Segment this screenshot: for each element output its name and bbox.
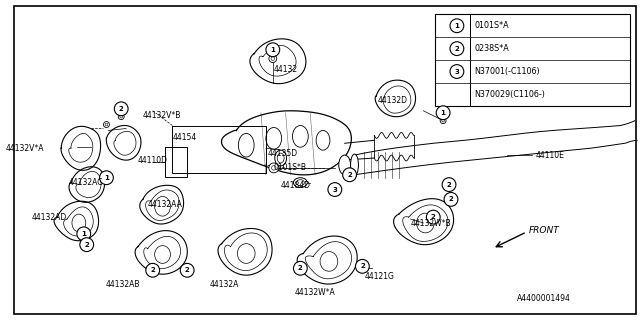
Ellipse shape xyxy=(155,246,170,263)
Ellipse shape xyxy=(266,127,282,149)
Ellipse shape xyxy=(316,131,330,150)
Ellipse shape xyxy=(292,125,308,147)
Circle shape xyxy=(104,122,109,127)
Text: 44132AD: 44132AD xyxy=(31,212,67,221)
Text: 44132: 44132 xyxy=(274,65,298,74)
Text: 1: 1 xyxy=(441,110,445,116)
Ellipse shape xyxy=(320,252,338,271)
Text: 2: 2 xyxy=(447,182,451,188)
Circle shape xyxy=(436,106,450,120)
Text: 1: 1 xyxy=(454,23,460,29)
Text: 3: 3 xyxy=(454,68,460,75)
Ellipse shape xyxy=(351,154,358,176)
Text: 44132V*B: 44132V*B xyxy=(143,111,181,120)
Circle shape xyxy=(105,123,108,126)
Ellipse shape xyxy=(275,150,287,166)
Circle shape xyxy=(444,193,458,206)
Circle shape xyxy=(442,178,456,191)
Text: 2: 2 xyxy=(185,267,189,273)
Circle shape xyxy=(120,115,122,118)
Text: 1: 1 xyxy=(270,47,275,53)
Text: 0238S*A: 0238S*A xyxy=(475,44,509,53)
Circle shape xyxy=(118,114,124,120)
Text: 2: 2 xyxy=(449,196,453,202)
Text: 2: 2 xyxy=(454,46,460,52)
Ellipse shape xyxy=(238,133,254,157)
Circle shape xyxy=(146,263,159,277)
Text: FRONT: FRONT xyxy=(529,226,559,236)
Ellipse shape xyxy=(237,244,255,263)
Circle shape xyxy=(115,102,128,116)
Circle shape xyxy=(450,65,464,78)
Text: N37001(-C1106): N37001(-C1106) xyxy=(475,67,540,76)
Ellipse shape xyxy=(296,180,304,186)
Text: 2: 2 xyxy=(431,214,436,220)
Text: 44132AB: 44132AB xyxy=(106,280,140,289)
Ellipse shape xyxy=(72,214,86,232)
Text: 44110D: 44110D xyxy=(138,156,168,164)
Circle shape xyxy=(80,238,93,252)
Text: 1: 1 xyxy=(104,175,109,181)
Ellipse shape xyxy=(277,153,284,163)
Text: 2: 2 xyxy=(298,265,303,271)
Text: 44132W*B: 44132W*B xyxy=(411,220,451,228)
Text: 0101S*A: 0101S*A xyxy=(475,21,509,30)
Text: 44132AA: 44132AA xyxy=(148,200,182,209)
Text: 44121G: 44121G xyxy=(364,272,394,281)
Text: 2: 2 xyxy=(119,106,124,112)
Circle shape xyxy=(360,265,364,268)
Text: 44110E: 44110E xyxy=(536,151,564,160)
Text: 1: 1 xyxy=(81,231,86,237)
Text: 2: 2 xyxy=(348,172,352,178)
Text: 0101S*B: 0101S*B xyxy=(274,164,307,172)
Text: 2: 2 xyxy=(84,242,89,248)
Circle shape xyxy=(355,260,369,273)
Circle shape xyxy=(77,227,91,241)
Circle shape xyxy=(442,119,444,122)
Circle shape xyxy=(358,262,366,270)
Text: A4400001494: A4400001494 xyxy=(517,294,571,303)
Circle shape xyxy=(450,19,464,33)
Text: 44132W*A: 44132W*A xyxy=(295,288,335,297)
Text: 44132D: 44132D xyxy=(377,96,407,105)
Circle shape xyxy=(269,55,276,62)
Ellipse shape xyxy=(294,178,307,188)
Circle shape xyxy=(100,171,113,185)
Text: 2: 2 xyxy=(360,263,365,269)
Text: 44184D: 44184D xyxy=(281,181,310,190)
Circle shape xyxy=(440,118,446,124)
Circle shape xyxy=(269,163,278,173)
Circle shape xyxy=(266,43,280,57)
Circle shape xyxy=(328,183,342,196)
Circle shape xyxy=(271,166,276,170)
Text: 2: 2 xyxy=(150,267,155,273)
Text: 44132AC: 44132AC xyxy=(69,178,104,187)
Text: 44154: 44154 xyxy=(172,133,196,142)
Bar xyxy=(172,125,266,173)
Text: 44135D: 44135D xyxy=(268,148,298,158)
Circle shape xyxy=(426,210,440,224)
Circle shape xyxy=(450,42,464,56)
Ellipse shape xyxy=(339,155,351,175)
Circle shape xyxy=(342,168,356,182)
Text: N370029(C1106-): N370029(C1106-) xyxy=(475,90,545,99)
Ellipse shape xyxy=(417,213,435,233)
Text: 44132A: 44132A xyxy=(210,280,239,289)
Bar xyxy=(435,14,630,106)
Circle shape xyxy=(180,263,194,277)
Ellipse shape xyxy=(155,196,170,216)
Circle shape xyxy=(294,261,307,275)
Text: 44132V*A: 44132V*A xyxy=(6,144,44,153)
Text: 3: 3 xyxy=(332,187,337,193)
Bar xyxy=(166,147,187,177)
Circle shape xyxy=(271,57,275,60)
